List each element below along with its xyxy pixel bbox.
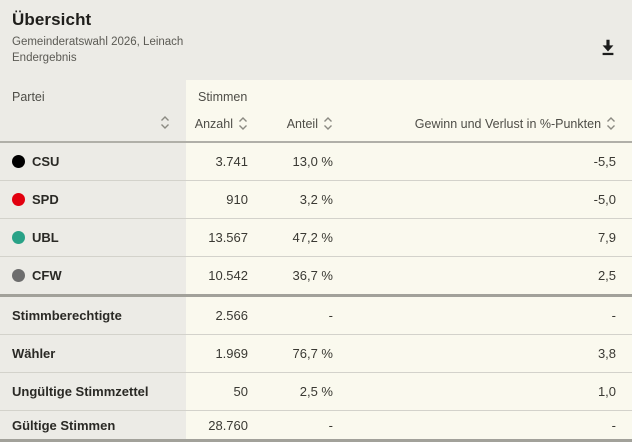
- sort-icon: [323, 116, 333, 131]
- column-header-partei-sort[interactable]: [0, 106, 186, 142]
- table-row-waehler: Wähler 1.969 76,7 % 3,8: [0, 334, 632, 373]
- column-group-partei: Partei: [12, 90, 45, 104]
- anteil-value: 47,2 %: [262, 218, 346, 257]
- download-icon: [599, 38, 617, 59]
- table-row-ubl: UBL 13.567 47,2 % 7,9: [0, 218, 632, 257]
- table-row-csu: CSU 3.741 13,0 % -5,5: [0, 142, 632, 181]
- sort-icon: [160, 115, 170, 130]
- panel-header: Übersicht Gemeinderatswahl 2026, Leinach…: [0, 0, 632, 80]
- page-title: Übersicht: [12, 10, 92, 29]
- anzahl-value: 28.760: [186, 410, 262, 441]
- anteil-value: 36,7 %: [262, 256, 346, 296]
- gewinn-verlust-value: -: [346, 295, 632, 335]
- column-header-gewinn-verlust[interactable]: Gewinn und Verlust in %-Punkten: [346, 106, 632, 142]
- party-color-dot: [12, 231, 25, 244]
- table-row-cfw: CFW 10.542 36,7 % 2,5: [0, 256, 632, 296]
- gewinn-verlust-value: 2,5: [346, 256, 632, 296]
- anteil-value: 3,2 %: [262, 180, 346, 219]
- gewinn-verlust-value: -5,0: [346, 180, 632, 219]
- anteil-value: -: [262, 410, 346, 441]
- summary-label: Gültige Stimmen: [12, 417, 116, 433]
- column-header-anzahl[interactable]: Anzahl: [186, 106, 262, 142]
- gewinn-verlust-value: 3,8: [346, 334, 632, 373]
- anteil-value: -: [262, 295, 346, 335]
- anzahl-value: 3.741: [186, 142, 262, 181]
- table-row-spd: SPD 910 3,2 % -5,0: [0, 180, 632, 219]
- party-label: UBL: [32, 230, 59, 245]
- summary-label: Ungültige Stimmzettel: [12, 384, 149, 399]
- sort-icon: [606, 116, 616, 131]
- gewinn-verlust-value: -5,5: [346, 142, 632, 181]
- column-group-stimmen: Stimmen: [186, 80, 632, 106]
- anzahl-value: 910: [186, 180, 262, 219]
- anzahl-value: 50: [186, 372, 262, 411]
- download-button[interactable]: [592, 32, 624, 64]
- summary-label: Stimmberechtigte: [12, 308, 122, 323]
- table-row-gueltige-stimmen: Gültige Stimmen 28.760 - -: [0, 410, 632, 441]
- column-header-label: Gewinn und Verlust in %-Punkten: [414, 116, 602, 131]
- gewinn-verlust-value: 1,0: [346, 372, 632, 411]
- anteil-value: 13,0 %: [262, 142, 346, 181]
- anzahl-value: 13.567: [186, 218, 262, 257]
- table-row-ungueltige-stimmzettel: Ungültige Stimmzettel 50 2,5 % 1,0: [0, 372, 632, 411]
- column-header-label: Anzahl: [194, 116, 233, 131]
- column-header-anteil[interactable]: Anteil: [262, 106, 346, 142]
- sort-icon: [238, 116, 248, 131]
- party-color-dot: [12, 269, 25, 282]
- results-table: Partei Stimmen Anzahl Anteil Gewinn und …: [0, 80, 632, 442]
- party-label: CSU: [32, 154, 60, 169]
- anteil-value: 76,7 %: [262, 334, 346, 373]
- anzahl-value: 1.969: [186, 334, 262, 373]
- column-header-row: Anzahl Anteil Gewinn und Verlust in %-Pu…: [0, 106, 632, 142]
- party-label: SPD: [32, 192, 59, 207]
- subtitle-election: Gemeinderatswahl 2026, Leinach: [12, 36, 184, 48]
- summary-label: Wähler: [12, 346, 56, 361]
- party-color-dot: [12, 155, 25, 168]
- gewinn-verlust-value: -: [346, 410, 632, 441]
- table-row-stimmberechtigte: Stimmberechtigte 2.566 - -: [0, 295, 632, 335]
- party-color-dot: [12, 193, 25, 206]
- anteil-value: 2,5 %: [262, 372, 346, 411]
- column-header-label: Anteil: [286, 116, 318, 131]
- gewinn-verlust-value: 7,9: [346, 218, 632, 257]
- subtitle-status: Endergebnis: [12, 52, 77, 64]
- anzahl-value: 2.566: [186, 295, 262, 335]
- anzahl-value: 10.542: [186, 256, 262, 296]
- party-label: CFW: [32, 268, 62, 283]
- column-group-row: Partei Stimmen: [0, 80, 632, 106]
